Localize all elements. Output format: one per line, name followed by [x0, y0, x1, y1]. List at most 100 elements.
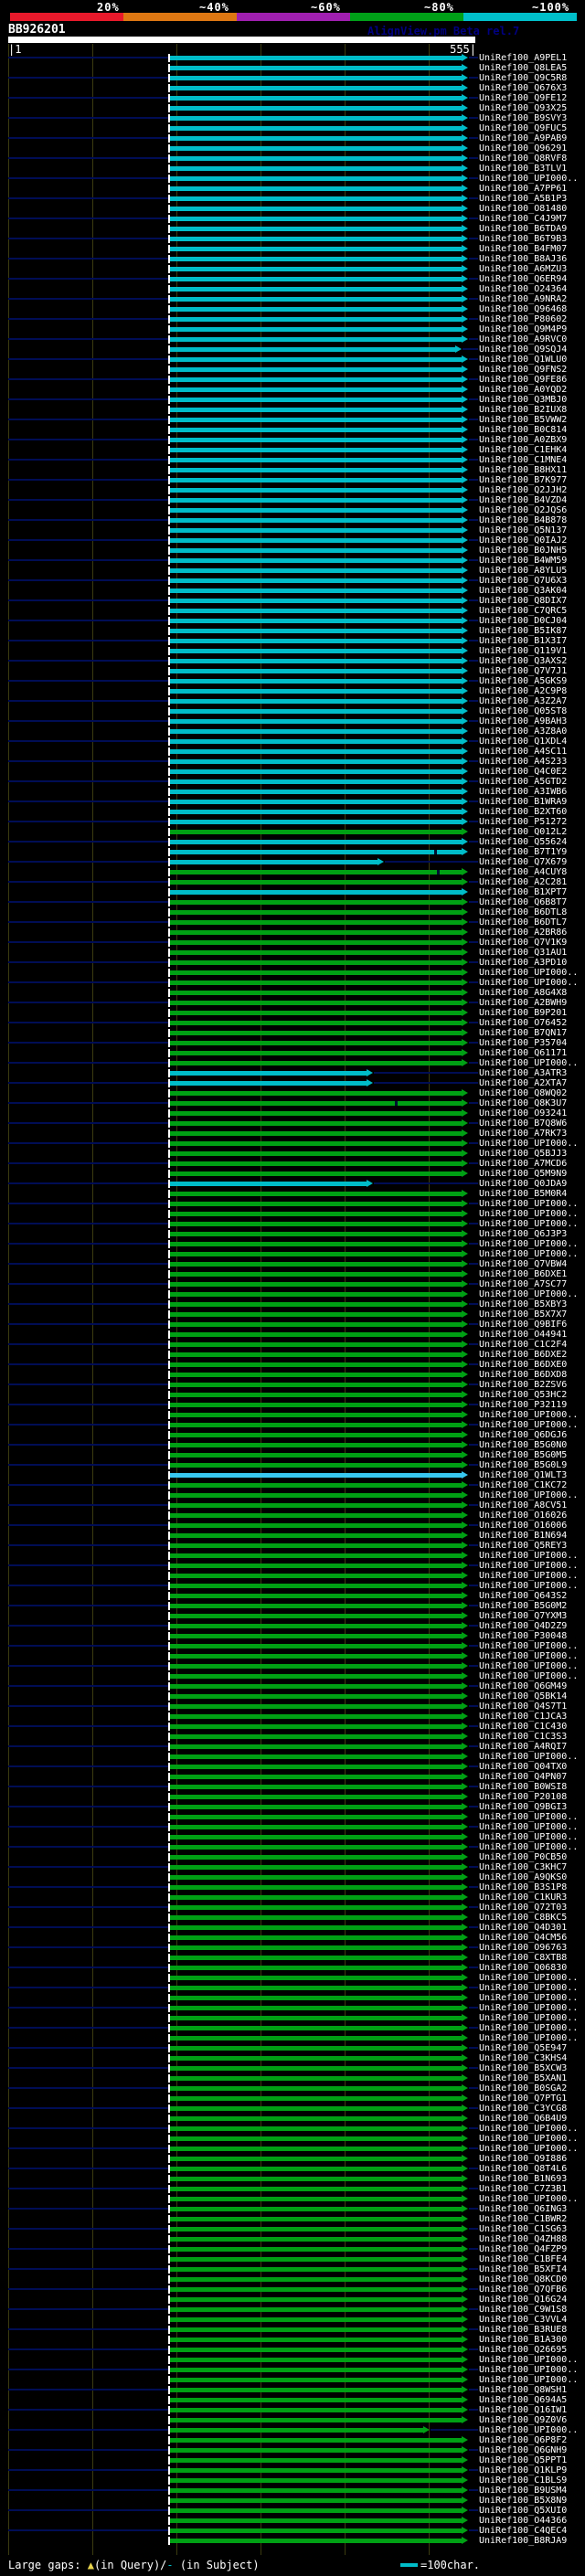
alignment-bar[interactable]	[170, 217, 462, 221]
alignment-bar[interactable]	[170, 267, 462, 271]
alignment-bar[interactable]	[170, 2036, 462, 2041]
hit-label[interactable]: UniRef100_Q4CM56	[479, 1933, 568, 1943]
alignment-bar[interactable]	[170, 2307, 462, 2312]
hit-label[interactable]: UniRef100_C8BKC5	[479, 1913, 568, 1923]
hit-label[interactable]: UniRef100_UPI000..	[479, 1671, 579, 1681]
hit-label[interactable]: UniRef100_Q7V1K9	[479, 938, 568, 948]
hit-label[interactable]: UniRef100_O24364	[479, 284, 568, 294]
hit-label[interactable]: UniRef100_O81480	[479, 204, 568, 214]
hit-label[interactable]: UniRef100_Q7YXM3	[479, 1611, 568, 1621]
alignment-bar[interactable]	[170, 1403, 462, 1407]
alignment-bar[interactable]	[170, 1071, 367, 1076]
alignment-bar[interactable]	[170, 790, 462, 794]
hit-label[interactable]: UniRef100_UPI000..	[479, 2124, 579, 2134]
hit-label[interactable]: UniRef100_UPI000..	[479, 1209, 579, 1219]
alignment-bar[interactable]	[170, 669, 462, 673]
alignment-bar[interactable]	[170, 418, 462, 422]
alignment-bar[interactable]	[170, 1282, 462, 1287]
hit-label[interactable]: UniRef100_A5B1P3	[479, 194, 568, 204]
alignment-bar[interactable]	[170, 227, 462, 231]
alignment-bar[interactable]	[170, 870, 462, 875]
hit-label[interactable]: UniRef100_B5G0L9	[479, 1460, 568, 1470]
alignment-bar[interactable]	[170, 880, 462, 885]
hit-label[interactable]: UniRef100_UPI000..	[479, 2375, 579, 2385]
hit-label[interactable]: UniRef100_UPI000..	[479, 2033, 579, 2043]
hit-label[interactable]: UniRef100_UPI000..	[479, 2194, 579, 2204]
hit-label[interactable]: UniRef100_B4WM59	[479, 556, 568, 566]
hit-label[interactable]: UniRef100_Q8T4L6	[479, 2164, 568, 2174]
alignment-bar[interactable]	[170, 2438, 462, 2443]
alignment-bar[interactable]	[170, 2247, 462, 2252]
hit-label[interactable]: UniRef100_B6TDA9	[479, 224, 568, 234]
hit-label[interactable]: UniRef100_A7MCD6	[479, 1159, 568, 1169]
hit-label[interactable]: UniRef100_B6DXE0	[479, 1360, 568, 1370]
hit-label[interactable]: UniRef100_A4SC11	[479, 747, 568, 757]
alignment-bar[interactable]	[170, 759, 462, 764]
alignment-bar[interactable]	[170, 609, 462, 613]
hit-label[interactable]: UniRef100_Q6B4U9	[479, 2114, 568, 2124]
hit-label[interactable]: UniRef100_Q16IW1	[479, 2405, 568, 2415]
hit-label[interactable]: UniRef100_B1N693	[479, 2174, 568, 2184]
hit-label[interactable]: UniRef100_D0CJ04	[479, 616, 568, 626]
alignment-bar[interactable]	[170, 96, 462, 101]
hit-label[interactable]: UniRef100_C1JCA3	[479, 1712, 568, 1722]
hit-label[interactable]: UniRef100_UPI000..	[479, 2144, 579, 2154]
alignment-bar[interactable]	[170, 890, 462, 895]
alignment-bar[interactable]	[170, 2157, 462, 2161]
alignment-bar[interactable]	[170, 1855, 462, 1860]
hit-label[interactable]: UniRef100_Q9I886	[479, 2154, 568, 2164]
alignment-bar[interactable]	[170, 1825, 462, 1829]
alignment-bar[interactable]	[170, 1312, 462, 1317]
hit-label[interactable]: UniRef100_B5X8N9	[479, 2496, 568, 2506]
hit-label[interactable]: UniRef100_B6DTL8	[479, 907, 568, 917]
hit-label[interactable]: UniRef100_C1BLS9	[479, 2475, 568, 2486]
alignment-bar[interactable]	[170, 1483, 462, 1488]
alignment-bar[interactable]	[170, 468, 462, 472]
hit-label[interactable]: UniRef100_UPI000..	[479, 1812, 579, 1822]
alignment-bar[interactable]	[170, 458, 462, 462]
hit-label[interactable]: UniRef100_C1EHK4	[479, 445, 568, 455]
hit-label[interactable]: UniRef100_B3S1P8	[479, 1882, 568, 1892]
hit-label[interactable]: UniRef100_O76452	[479, 1018, 568, 1028]
hit-label[interactable]: UniRef100_Q9FNS2	[479, 365, 568, 375]
hit-label[interactable]: UniRef100_UPI000..	[479, 1551, 579, 1561]
hit-label[interactable]: UniRef100_A3PD10	[479, 958, 568, 968]
hit-label[interactable]: UniRef100_Q6DGJ6	[479, 1430, 568, 1440]
alignment-bar[interactable]	[170, 277, 462, 281]
hit-label[interactable]: UniRef100_UPI000..	[479, 1973, 579, 1983]
alignment-bar[interactable]	[170, 2086, 462, 2091]
alignment-bar[interactable]	[170, 960, 462, 965]
alignment-bar[interactable]	[170, 779, 462, 784]
hit-label[interactable]: UniRef100_C1KC72	[479, 1480, 568, 1490]
alignment-bar[interactable]	[170, 2237, 462, 2242]
alignment-bar[interactable]	[170, 2287, 462, 2292]
alignment-bar[interactable]	[170, 1091, 462, 1096]
alignment-bar[interactable]	[170, 739, 462, 744]
hit-label[interactable]: UniRef100_Q7QFB6	[479, 2284, 568, 2295]
alignment-bar[interactable]	[170, 498, 462, 503]
hit-label[interactable]: UniRef100_C1C430	[479, 1722, 568, 1732]
alignment-bar[interactable]	[170, 2518, 462, 2523]
alignment-bar[interactable]	[170, 2106, 462, 2111]
alignment-bar[interactable]	[170, 1785, 462, 1789]
alignment-bar[interactable]	[170, 438, 462, 442]
hit-label[interactable]: UniRef100_UPI000..	[479, 2013, 579, 2023]
hit-label[interactable]: UniRef100_B0WSI8	[479, 1782, 568, 1792]
alignment-bar[interactable]	[170, 1493, 462, 1498]
alignment-bar[interactable]	[170, 900, 462, 905]
alignment-bar[interactable]	[170, 1393, 462, 1397]
alignment-bar[interactable]	[170, 2448, 462, 2453]
hit-label[interactable]: UniRef100_A2BWH9	[479, 998, 568, 1008]
alignment-bar[interactable]	[170, 1453, 462, 1458]
hit-label[interactable]: UniRef100_A8G4X8	[479, 988, 568, 998]
hit-label[interactable]: UniRef100_C1C2F4	[479, 1340, 568, 1350]
hit-label[interactable]: UniRef100_B9P201	[479, 1008, 568, 1018]
alignment-bar[interactable]	[170, 659, 462, 663]
alignment-bar[interactable]	[170, 2418, 462, 2422]
alignment-bar[interactable]	[170, 357, 462, 362]
alignment-bar[interactable]	[170, 1332, 462, 1337]
alignment-bar[interactable]	[170, 1101, 462, 1106]
hit-label[interactable]: UniRef100_UPI000..	[479, 1410, 579, 1420]
hit-label[interactable]: UniRef100_O16026	[479, 1511, 568, 1521]
alignment-bar[interactable]	[170, 940, 462, 945]
